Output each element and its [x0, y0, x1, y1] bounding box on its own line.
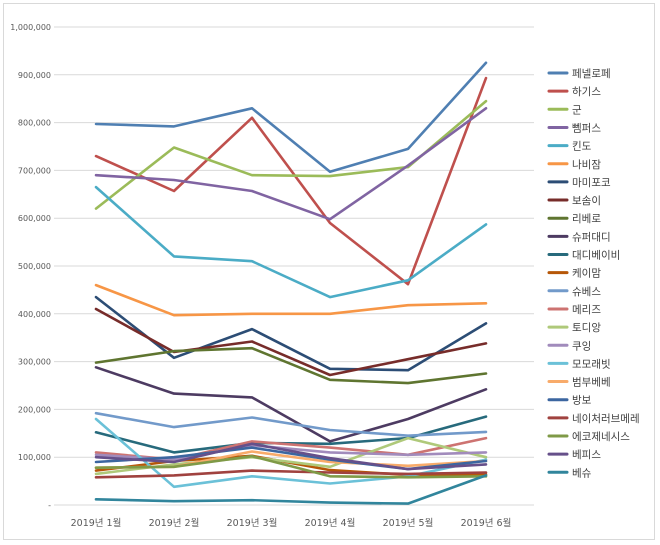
legend-label: 모모래빗 — [572, 358, 611, 370]
legend-label: 뻼퍼스 — [572, 122, 601, 134]
series-line — [94, 107, 488, 221]
legend-label: 마미포코 — [572, 177, 611, 189]
legend-label: 보솜이 — [572, 195, 601, 207]
y-tick-label: 1,000,000 — [10, 23, 51, 32]
series-line — [94, 474, 488, 505]
series-line — [94, 99, 488, 210]
legend-label: 베피스 — [572, 449, 601, 461]
legend-label: 방보 — [572, 395, 592, 407]
series-lines — [94, 61, 488, 505]
legend-label: 네이처러브메레 — [572, 413, 640, 425]
legend-label: 킨도 — [572, 141, 592, 153]
y-tick-label: 200,000 — [18, 405, 51, 414]
legend-label: 슈퍼대디 — [572, 231, 611, 243]
x-tick-label: 2019년 6월 — [461, 517, 512, 529]
y-tick-label: 700,000 — [18, 166, 51, 175]
y-tick-label: 900,000 — [18, 71, 51, 80]
y-tick-label: 100,000 — [18, 453, 51, 462]
series-line — [94, 307, 488, 377]
y-tick-label: 400,000 — [18, 310, 51, 319]
legend-label: 페넬로페 — [572, 68, 611, 80]
x-tick-label: 2019년 5월 — [383, 517, 434, 529]
legend-label: 리베로 — [572, 213, 601, 225]
series-line — [94, 365, 488, 443]
series-line — [94, 469, 488, 479]
y-tick-label: 500,000 — [18, 262, 51, 271]
legend-label: 베슈 — [572, 467, 592, 479]
chart-frame: - 100,000 200,000 300,000 400,000 500,000 600,… — [3, 3, 655, 540]
series-line — [94, 61, 488, 174]
y-tick-label: 800,000 — [18, 119, 51, 128]
legend-label: 범부베베 — [572, 377, 611, 389]
series-line — [94, 442, 488, 471]
legend-label: 메리즈 — [572, 304, 601, 316]
legend-label: 토디앙 — [572, 322, 601, 334]
series-line — [94, 295, 488, 372]
legend-label: 하기스 — [572, 85, 601, 98]
x-tick-label: 2019년 3월 — [227, 517, 278, 529]
x-axis: 2019년 1월 2019년 2월 2019년 3월 2019년 4월 2019년 5월… — [71, 517, 512, 529]
legend-label: 쿠잉 — [572, 340, 591, 352]
series-line — [94, 454, 488, 479]
series-line — [94, 346, 488, 385]
legend-label: 군 — [572, 104, 582, 116]
legend-label: 케이맘 — [572, 268, 601, 280]
legend: 페넬로페하기스군뻼퍼스킨도나비잠마미포코보솜이리베로슈퍼대디대디베이비케이맘슈베… — [547, 68, 640, 479]
y-tick-label: - — [48, 501, 51, 510]
y-axis: - 100,000 200,000 300,000 400,000 500,000 600,… — [10, 23, 51, 510]
line-chart: - 100,000 200,000 300,000 400,000 500,000 600,… — [10, 23, 640, 529]
legend-label: 슈베스 — [572, 286, 601, 298]
series-line — [94, 185, 488, 299]
legend-label: 에코제네시스 — [572, 431, 630, 443]
x-tick-label: 2019년 2월 — [149, 517, 200, 529]
legend-label: 대디베이비 — [572, 250, 620, 262]
y-tick-label: 600,000 — [18, 214, 51, 223]
series-line — [94, 283, 488, 317]
series-line — [94, 76, 488, 286]
y-tick-label: 300,000 — [18, 358, 51, 367]
legend-label: 나비잠 — [572, 159, 601, 171]
x-tick-label: 2019년 1월 — [71, 517, 122, 529]
x-tick-label: 2019년 4월 — [305, 517, 356, 529]
series-line — [94, 411, 488, 438]
